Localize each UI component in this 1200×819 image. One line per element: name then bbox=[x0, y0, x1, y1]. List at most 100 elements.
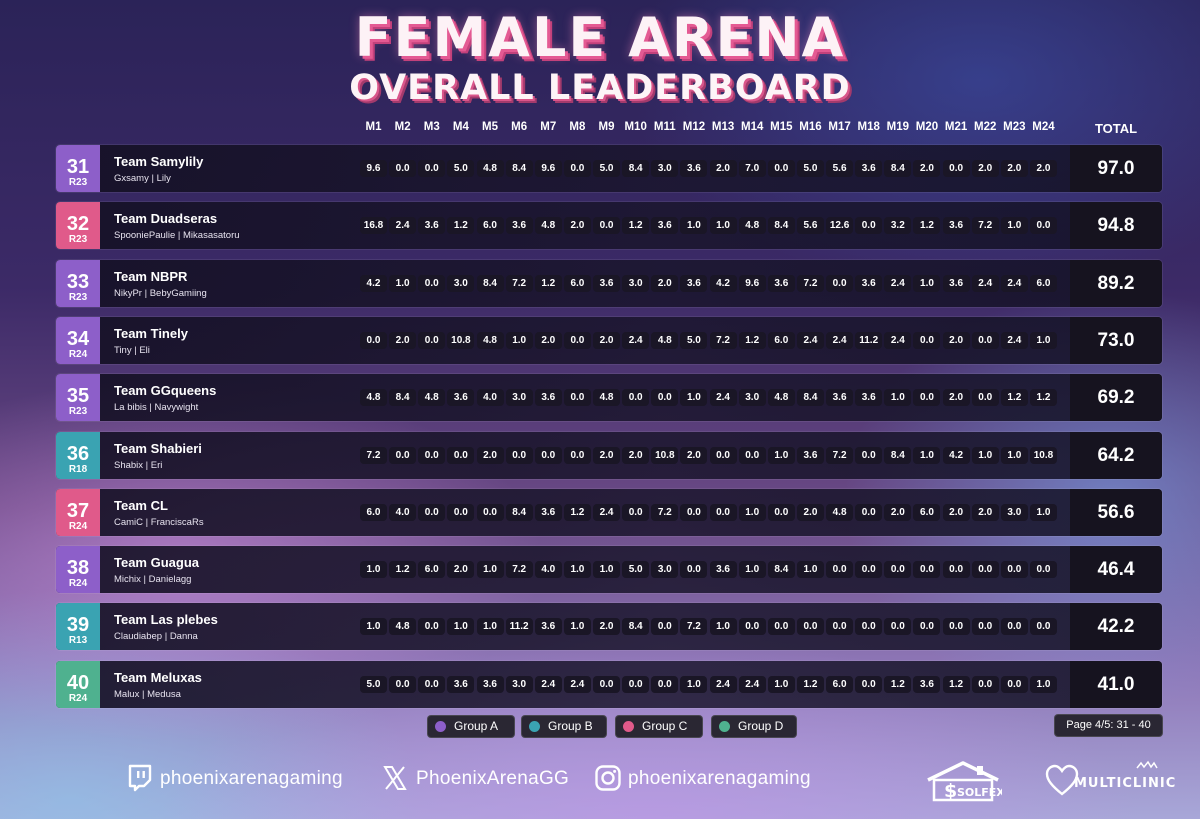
column-header-m23: M23 bbox=[1003, 121, 1026, 133]
match-score-m14: 4.8 bbox=[738, 217, 766, 235]
match-score-m4: 1.2 bbox=[447, 217, 475, 235]
rank-number: 40 bbox=[66, 671, 90, 694]
match-score-m1: 6.0 bbox=[360, 503, 387, 521]
team-name: Team Guagua bbox=[114, 555, 200, 571]
team-info: Team Duadseras SpooniePaulie | Mikasasato… bbox=[114, 211, 354, 242]
column-header-m3: M3 bbox=[423, 121, 440, 133]
team-name: Team Meluxas bbox=[114, 669, 202, 685]
team-players: NikyPr | BebyGamiing bbox=[114, 287, 207, 299]
match-score-m17: 2.4 bbox=[826, 331, 854, 349]
match-score-m17: 6.0 bbox=[826, 675, 854, 693]
table-row[interactable]: 34 R24 Team Tinely Tiny | Eli 0.0 2.0 0.0 10.8 4… bbox=[56, 316, 1162, 364]
x-link[interactable]: PhoenixArenaGG bbox=[382, 764, 582, 794]
table-row[interactable]: 36 R18 Team Shabieri Shabix | Eri 7.2 0.0 0.0 0… bbox=[56, 431, 1162, 479]
match-score-m14: 9.6 bbox=[738, 274, 766, 292]
rank-badge: 34 R24 bbox=[56, 316, 100, 364]
team-players: Michix | Danielagg bbox=[114, 574, 192, 586]
table-row[interactable]: 38 R24 Team Guagua Michix | Danielagg 1.0 1.2… bbox=[56, 546, 1162, 594]
match-score-m8: 2.0 bbox=[563, 217, 591, 235]
match-score-m6: 8.4 bbox=[505, 503, 533, 521]
column-header-m15: M15 bbox=[770, 121, 793, 133]
match-score-m13: 2.4 bbox=[709, 389, 737, 407]
table-row[interactable]: 40 R24 Team Meluxas Malux | Medusa 5.0 0.0 0.0… bbox=[56, 660, 1162, 708]
match-score-m6: 7.2 bbox=[505, 561, 533, 579]
match-score-m12: 1.0 bbox=[680, 217, 708, 235]
match-score-m19: 0.0 bbox=[884, 561, 912, 579]
legend-item-group-b[interactable]: Group B bbox=[521, 715, 607, 738]
match-score-m20: 1.0 bbox=[913, 446, 941, 464]
match-score-m11: 3.6 bbox=[651, 217, 679, 235]
multiclinic-logo: MULTICLINIC bbox=[1044, 760, 1184, 802]
match-score-m4: 0.0 bbox=[447, 446, 475, 464]
instagram-link[interactable]: phoenixarenagaming bbox=[594, 764, 834, 794]
table-row[interactable]: 39 R13 Team Las plebes Claudiabep | Danna 1.… bbox=[56, 603, 1162, 651]
match-score-m4: 3.6 bbox=[447, 675, 475, 693]
match-score-m5: 0.0 bbox=[476, 503, 504, 521]
legend-label: Group A bbox=[454, 719, 499, 733]
match-score-m19: 1.0 bbox=[884, 389, 912, 407]
total-column-header: TOTAL bbox=[1094, 121, 1138, 136]
match-score-m21: 2.0 bbox=[942, 331, 970, 349]
match-score-m23: 0.0 bbox=[1000, 618, 1028, 636]
match-score-m21: 4.2 bbox=[942, 446, 970, 464]
group-c-dot-icon bbox=[623, 721, 634, 732]
match-score-m13: 3.6 bbox=[709, 561, 737, 579]
match-score-m6: 0.0 bbox=[505, 446, 533, 464]
match-score-m2: 4.8 bbox=[389, 618, 417, 636]
match-score-m4: 5.0 bbox=[447, 160, 475, 177]
table-row[interactable]: 33 R23 Team NBPR NikyPr | BebyGamiing 4.2 1.0… bbox=[56, 259, 1162, 307]
match-score-m11: 7.2 bbox=[651, 503, 679, 521]
team-info: Team Shabieri Shabix | Eri bbox=[114, 441, 354, 472]
match-score-m24: 2.0 bbox=[1029, 160, 1057, 177]
match-score-m17: 0.0 bbox=[826, 561, 854, 579]
match-score-m17: 5.6 bbox=[826, 160, 854, 177]
match-score-m1: 4.2 bbox=[360, 274, 387, 292]
team-info: Team Meluxas Malux | Medusa bbox=[114, 670, 354, 701]
column-header-m7: M7 bbox=[540, 121, 557, 133]
table-row[interactable]: 35 R23 Team GGqueens La bibis | Navywight 4.… bbox=[56, 374, 1162, 422]
match-score-m14: 2.4 bbox=[738, 675, 766, 693]
match-score-m18: 0.0 bbox=[855, 503, 883, 521]
match-score-m3: 0.0 bbox=[418, 160, 446, 177]
match-score-m1: 0.0 bbox=[360, 331, 387, 349]
table-row[interactable]: 32 R23 Team Duadseras SpooniePaulie | Mikas… bbox=[56, 202, 1162, 250]
match-score-m18: 0.0 bbox=[855, 561, 883, 579]
rank-badge: 37 R24 bbox=[56, 488, 100, 536]
match-score-m24: 0.0 bbox=[1029, 618, 1057, 636]
match-score-m23: 1.0 bbox=[1000, 446, 1028, 464]
match-score-m17: 4.8 bbox=[826, 503, 854, 521]
rank-number: 32 bbox=[66, 213, 90, 236]
match-score-m14: 7.0 bbox=[738, 160, 766, 177]
match-score-m22: 2.4 bbox=[971, 274, 999, 292]
match-score-m14: 3.0 bbox=[738, 389, 766, 407]
legend-item-group-a[interactable]: Group A bbox=[427, 715, 515, 738]
match-score-m7: 4.0 bbox=[534, 561, 562, 579]
team-players: Malux | Medusa bbox=[114, 688, 181, 700]
table-row[interactable]: 31 R23 Team Samylily Gxsamy | Lily 9.6 0.0 0.0… bbox=[56, 145, 1162, 192]
match-score-m3: 0.0 bbox=[418, 675, 446, 693]
match-score-m17: 0.0 bbox=[826, 274, 854, 292]
column-header-m11: M11 bbox=[653, 121, 676, 133]
match-score-m18: 0.0 bbox=[855, 618, 883, 636]
rank-round: R18 bbox=[68, 463, 88, 475]
twitch-link[interactable]: phoenixarenagaming bbox=[126, 764, 366, 794]
match-score-m12: 3.6 bbox=[680, 160, 708, 177]
match-score-m17: 7.2 bbox=[826, 446, 854, 464]
column-header-m12: M12 bbox=[682, 121, 706, 133]
group-legend: Group A Group B Group C Group D bbox=[0, 715, 1200, 738]
pagination-indicator[interactable]: Page 4/5: 31 - 40 bbox=[1054, 714, 1163, 737]
match-score-m22: 2.0 bbox=[971, 503, 999, 521]
match-score-m16: 8.4 bbox=[796, 389, 824, 407]
match-score-m6: 1.0 bbox=[505, 331, 533, 349]
match-score-m19: 1.2 bbox=[884, 675, 912, 693]
group-a-dot-icon bbox=[435, 721, 446, 732]
legend-item-group-c[interactable]: Group C bbox=[615, 715, 703, 738]
legend-item-group-d[interactable]: Group D bbox=[711, 715, 797, 738]
team-name: Team CL bbox=[114, 497, 168, 513]
match-score-m4: 1.0 bbox=[447, 618, 475, 636]
match-score-m12: 1.0 bbox=[680, 675, 708, 693]
match-score-m7: 2.0 bbox=[534, 331, 562, 349]
column-header-m2: M2 bbox=[394, 121, 411, 133]
table-row[interactable]: 37 R24 Team CL CamiC | FranciscaRs 6.0 4.0 0.0… bbox=[56, 488, 1162, 536]
match-score-m19: 2.4 bbox=[884, 274, 912, 292]
